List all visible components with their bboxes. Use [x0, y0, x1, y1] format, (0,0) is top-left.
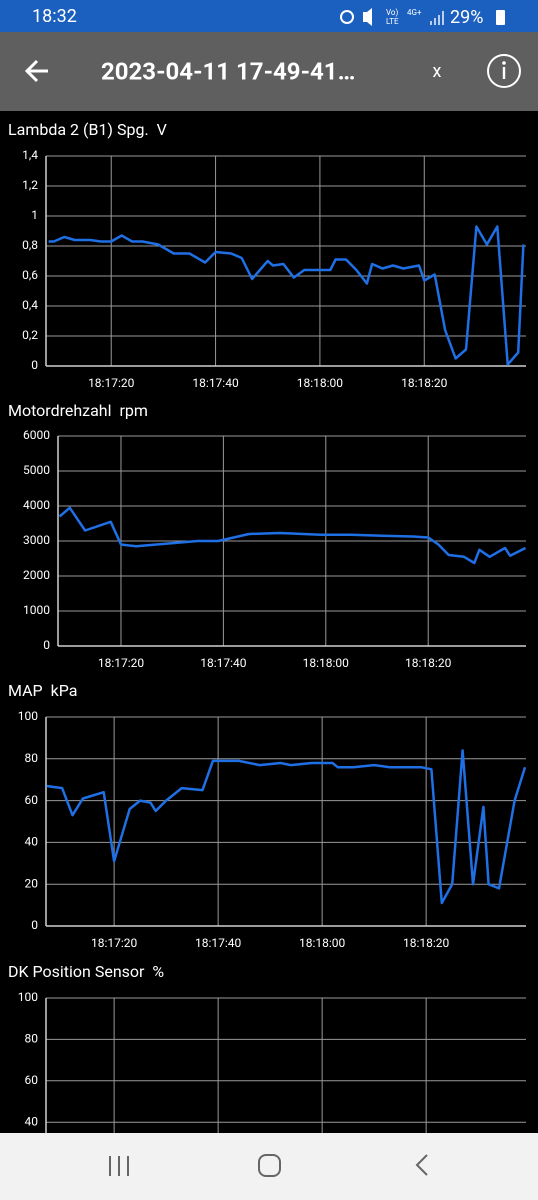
x-tick-label: 18:18:00 [303, 656, 350, 670]
y-tick-label: 0 [31, 358, 38, 372]
charts: Lambda 2 (B1) Spg. V 0 0,2 0,4 0,6 0,8 1 1,2 1,4… [8, 120, 527, 1200]
y-tick-label: 1 [31, 208, 38, 222]
data-line [46, 749, 527, 905]
svg-text:4G+: 4G+ [407, 8, 422, 17]
x-tick-label: 18:18:00 [299, 936, 346, 950]
status-bar [0, 0, 538, 32]
y-tick-label: 60 [25, 793, 39, 807]
x-tick-label: 18:18:20 [401, 376, 448, 390]
nav-bar [0, 1133, 538, 1200]
y-tick-label: 100 [18, 990, 38, 1004]
svg-text:LTE: LTE [386, 17, 399, 26]
y-tick-label: 20 [25, 876, 39, 890]
y-tick-label: 60 [25, 1073, 39, 1087]
x-tick-label: 18:17:20 [91, 936, 138, 950]
y-tick-label: 100 [18, 709, 38, 723]
battery-level: 29% [450, 7, 483, 28]
y-tick-label: 5000 [23, 463, 50, 477]
toolbar-title: 2023-04-11 17-49-41… [101, 57, 355, 85]
y-tick-label: 40 [25, 1114, 39, 1128]
chart-title: Lambda 2 (B1) Spg. V [8, 120, 167, 139]
y-tick-label: 0,4 [22, 298, 38, 312]
x-tick-label: 18:18:00 [297, 376, 344, 390]
status-time: 18:32 [32, 6, 77, 27]
recents-button[interactable] [109, 1156, 129, 1176]
x-tick-label: 18:17:20 [98, 656, 145, 670]
y-tick-label: 2000 [23, 568, 50, 582]
y-tick-label: 40 [25, 835, 39, 849]
close-button[interactable]: x [433, 61, 442, 82]
y-tick-label: 0,2 [22, 328, 38, 342]
back-button[interactable] [24, 59, 48, 83]
home-button[interactable] [258, 1154, 281, 1177]
data-line [58, 506, 527, 565]
app-bar [0, 32, 538, 111]
info-button[interactable] [487, 54, 521, 88]
y-tick-label: 1,2 [22, 178, 38, 192]
y-tick-label: 0 [43, 638, 50, 652]
svg-text:Vo): Vo) [386, 8, 398, 17]
y-tick-label: 0,6 [22, 268, 38, 282]
y-tick-label: 0,8 [22, 238, 38, 252]
y-tick-label: 4000 [23, 498, 50, 512]
status-icons: Vo)LTE 4G+ [340, 8, 505, 26]
x-tick-label: 18:17:40 [192, 376, 239, 390]
x-tick-label: 18:17:40 [200, 656, 247, 670]
y-tick-label: 1000 [23, 603, 50, 617]
y-tick-label: 0 [31, 918, 38, 932]
chart-title: DK Position Sensor % [8, 962, 164, 981]
x-tick-label: 18:18:20 [405, 656, 452, 670]
chart-title: Motordrehzahl rpm [8, 401, 148, 420]
y-tick-label: 80 [25, 751, 39, 765]
y-tick-label: 6000 [23, 428, 50, 442]
nav-back-button[interactable] [415, 1154, 428, 1176]
y-tick-label: 1,4 [22, 148, 38, 162]
x-tick-label: 18:18:20 [403, 936, 450, 950]
y-tick-label: 80 [25, 1032, 39, 1046]
x-tick-label: 18:17:40 [195, 936, 242, 950]
chart-title: MAP kPa [8, 681, 77, 700]
y-tick-label: 3000 [23, 533, 50, 547]
data-line [48, 225, 525, 366]
x-tick-label: 18:17:20 [88, 376, 135, 390]
